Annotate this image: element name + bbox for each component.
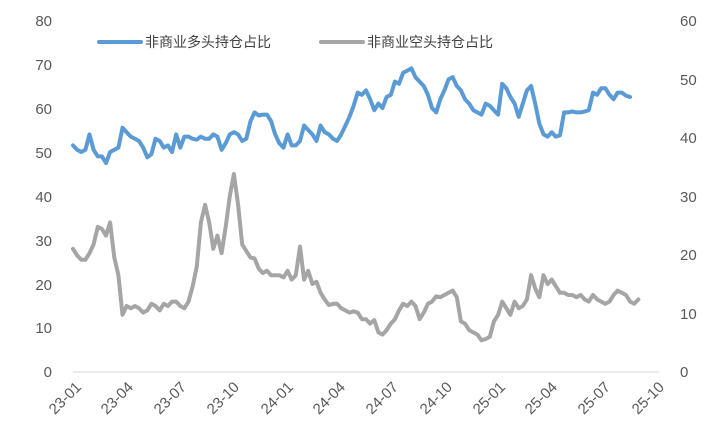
- y-right-tick-label: 50: [680, 72, 697, 89]
- legend-label-long: 非商业多头持仓占比: [145, 34, 271, 51]
- y-left-tick-labels: 0 10 20 30 40 50 60 70 80: [35, 13, 52, 381]
- y-right-tick-label: 20: [680, 247, 697, 264]
- y-right-tick-label: 30: [680, 189, 697, 206]
- y-left-tick-label: 80: [35, 13, 52, 30]
- y-right-tick-label: 60: [680, 13, 697, 30]
- y-left-tick-label: 30: [35, 233, 52, 250]
- y-left-tick-label: 50: [35, 145, 52, 162]
- y-left-tick-label: 40: [35, 189, 52, 206]
- y-right-tick-label: 40: [680, 130, 697, 147]
- series-layer: [71, 66, 641, 343]
- y-right-tick-labels: 0 10 20 30 40 50 60: [680, 13, 697, 381]
- y-left-tick-label: 20: [35, 277, 52, 294]
- legend: 非商业多头持仓占比 非商业空头持仓占比: [97, 34, 493, 51]
- y-right-tick-label: 0: [680, 364, 688, 381]
- series-line-short-position: [71, 172, 641, 343]
- legend-label-short: 非商业空头持仓占比: [367, 35, 493, 51]
- y-left-tick-label: 0: [44, 364, 52, 381]
- y-left-tick-label: 10: [35, 320, 52, 337]
- y-left-tick-label: 70: [35, 57, 52, 74]
- y-right-tick-label: 10: [680, 306, 697, 323]
- y-left-tick-label: 60: [35, 101, 52, 118]
- series-line-long-position: [71, 66, 633, 165]
